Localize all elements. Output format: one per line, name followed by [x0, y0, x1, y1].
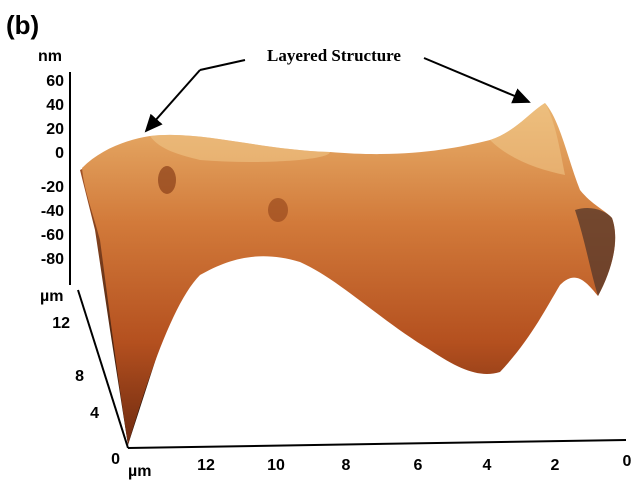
z-tick-label: 20 — [46, 121, 64, 138]
annotation-arrow — [146, 70, 200, 131]
y-tick-label: 12 — [52, 315, 70, 332]
annotation-arrow — [424, 58, 529, 102]
x-tick-label: 12 — [197, 457, 215, 474]
x-axis-unit: µm — [128, 463, 151, 480]
z-tick-label: -20 — [41, 179, 64, 196]
z-tick-label: -40 — [41, 203, 64, 220]
x-tick-label: 4 — [483, 457, 492, 474]
panel-label: (b) — [6, 10, 39, 40]
x-tick-label: 0 — [623, 453, 632, 470]
x-tick-label: 8 — [342, 457, 351, 474]
x-tick-label: 6 — [414, 457, 423, 474]
z-tick-label: -80 — [41, 251, 64, 268]
z-axis-unit: nm — [38, 48, 62, 65]
x-tick-label: 2 — [551, 457, 560, 474]
y-tick-label: 8 — [75, 368, 84, 385]
z-tick-label: 40 — [46, 97, 64, 114]
x-tick-label: 10 — [267, 457, 285, 474]
z-tick-label: 0 — [55, 145, 64, 162]
y-tick-label: 0 — [111, 451, 120, 468]
y-tick-label: 4 — [90, 405, 99, 422]
afm-figure: (b) nm 60 40 20 0 -20 -40 -60 -80 µm 12 … — [0, 0, 638, 481]
z-tick-label: 60 — [46, 73, 64, 90]
surface-bump — [158, 166, 176, 194]
x-axis-line — [128, 440, 626, 448]
surface-bump — [268, 198, 288, 222]
annotation: Layered Structure — [267, 46, 401, 65]
annotation-arrow — [200, 60, 245, 70]
y-axis-unit: µm — [40, 288, 63, 305]
z-tick-label: -60 — [41, 227, 64, 244]
